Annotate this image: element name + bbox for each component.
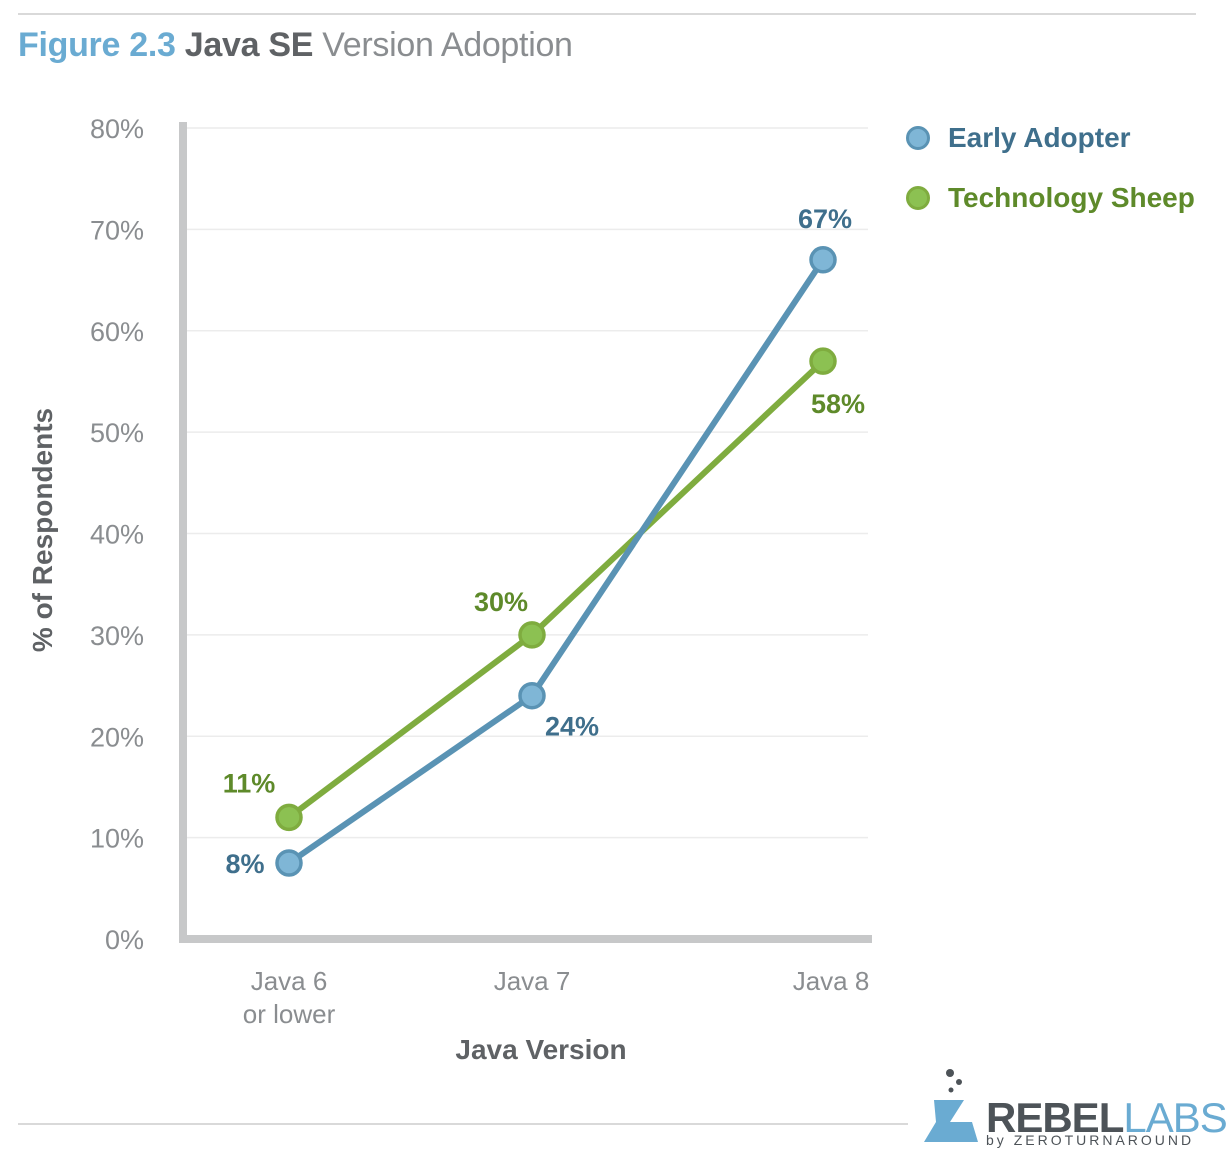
x-tick-label: Java 7 — [494, 966, 571, 996]
data-point-early-adopter — [518, 681, 546, 710]
logo-subtitle: by ZEROTURNAROUND — [986, 1132, 1194, 1148]
data-point-technology-sheep — [275, 803, 303, 832]
data-label-technology-sheep: 58% — [811, 389, 865, 419]
y-tick-label: 60% — [90, 317, 144, 347]
y-tick-label: 70% — [90, 215, 144, 245]
legend-marker-technology-sheep — [906, 186, 930, 210]
bottom-rule — [18, 1123, 908, 1125]
y-tick-label: 40% — [90, 520, 144, 550]
figure-number: Figure 2.3 — [18, 26, 176, 64]
data-label-early-adopter: 24% — [545, 712, 599, 742]
x-tick-label: Java 6 — [251, 966, 328, 996]
x-tick-label: or lower — [243, 999, 336, 1029]
logo-zeroturnaround-text: ZEROTURNAROUND — [1013, 1132, 1195, 1148]
x-axis-title: Java Version — [455, 1034, 626, 1065]
legend-label-early-adopter: Early Adopter — [948, 122, 1131, 153]
data-point-technology-sheep — [518, 621, 546, 649]
data-point-early-adopter — [275, 849, 303, 877]
rebellabs-logo: REBELLABS by ZEROTURNAROUND — [920, 1066, 1226, 1152]
series-line-technology-sheep — [287, 358, 826, 820]
legend-marker-early-adopter — [906, 126, 930, 150]
y-tick-label: 20% — [90, 722, 144, 752]
series-line-early-adopter — [287, 258, 826, 866]
title-bold: Java SE — [184, 26, 314, 64]
logo-labs-text: LABS — [1123, 1094, 1226, 1141]
data-point-early-adopter — [809, 246, 837, 274]
y-tick-label: 30% — [90, 621, 144, 651]
logo-wordmark: REBELLABS — [986, 1094, 1226, 1142]
y-tick-label: 10% — [90, 824, 144, 854]
y-tick-label: 50% — [90, 418, 144, 448]
legend: Early Adopter Technology Sheep — [906, 118, 1195, 238]
data-label-technology-sheep: 30% — [474, 587, 528, 617]
legend-item-early-adopter: Early Adopter — [906, 118, 1195, 158]
data-label-early-adopter: 8% — [225, 849, 264, 879]
logo-flask-icon — [924, 1069, 978, 1142]
top-rule — [18, 13, 1196, 15]
data-point-technology-sheep — [809, 347, 837, 375]
x-tick-label: Java 8 — [793, 966, 870, 996]
legend-item-technology-sheep: Technology Sheep — [906, 178, 1195, 218]
y-tick-label: 80% — [90, 114, 144, 144]
y-axis-title: % of Respondents — [27, 408, 58, 652]
y-tick-label: 0% — [105, 925, 144, 955]
logo-by-text: by — [986, 1132, 1007, 1148]
data-label-technology-sheep: 11% — [223, 768, 276, 798]
chart-title: Figure 2.3 Java SE Version Adoption — [18, 26, 573, 65]
data-label-early-adopter: 67% — [798, 204, 852, 234]
title-rest: Version Adoption — [322, 26, 573, 64]
logo-rebel-text: REBEL — [986, 1094, 1124, 1141]
legend-label-technology-sheep: Technology Sheep — [948, 182, 1195, 213]
